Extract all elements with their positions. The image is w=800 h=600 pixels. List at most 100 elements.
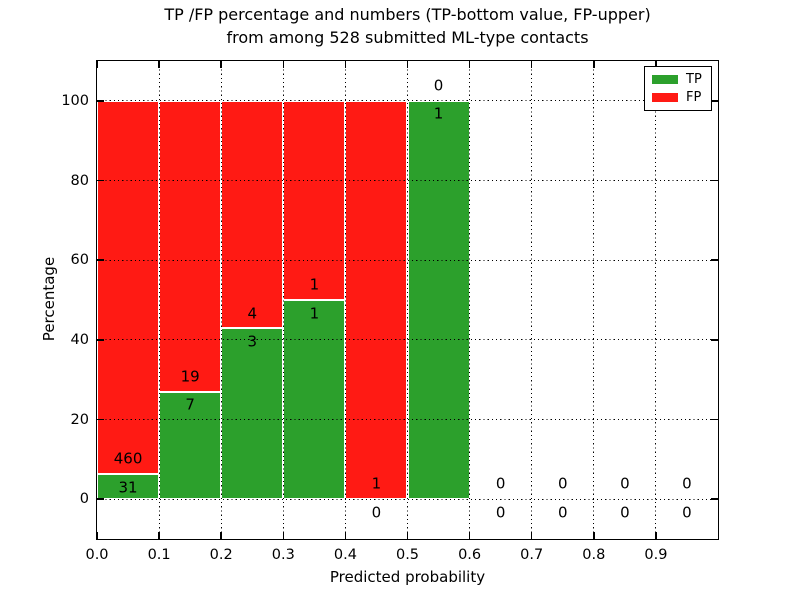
gridline-vertical [469, 61, 471, 539]
legend-label-tp: TP [686, 72, 702, 88]
fp-count-label: 0 [433, 76, 444, 95]
x-tick-mark [344, 61, 347, 68]
gridline-vertical [344, 61, 346, 539]
x-axis-label: Predicted probability [329, 568, 486, 586]
tp-count-label: 0 [371, 503, 382, 522]
x-tick-mark [468, 61, 471, 68]
x-tick-mark [220, 532, 222, 539]
y-tick-label: 80 [70, 172, 89, 189]
y-tick-mark [711, 100, 718, 102]
x-tick-mark [655, 61, 657, 68]
legend-swatch-fp-icon [652, 92, 678, 102]
y-tick-mark [97, 418, 104, 421]
y-tick-mark [711, 259, 718, 261]
tp-count-label: 0 [495, 503, 506, 522]
y-tick-mark [97, 498, 104, 500]
bar-segment-tp [159, 391, 222, 500]
y-tick-mark [97, 259, 104, 261]
fp-count-label: 0 [620, 474, 630, 493]
bar-segment-tp [283, 300, 346, 500]
tp-count-label: 0 [557, 503, 568, 522]
x-tick-mark [158, 532, 160, 539]
bar-segment-tp [407, 100, 470, 500]
chart-title-line1: TP /FP percentage and numbers (TP-bottom… [164, 5, 651, 24]
x-tick-label: 0.4 [333, 547, 357, 563]
bar-segment-fp [97, 100, 160, 474]
bar-segment-tp [97, 474, 160, 500]
fp-count-label: 4 [247, 304, 258, 323]
legend-item-tp: TP [652, 73, 704, 86]
gridline-vertical [593, 61, 595, 539]
fp-count-label: 460 [113, 449, 143, 468]
x-tick-mark [220, 61, 222, 68]
x-tick-label: 0.0 [85, 547, 109, 563]
x-tick-label: 0.6 [458, 547, 482, 563]
tp-count-label: 1 [433, 104, 444, 123]
y-tick-mark [97, 100, 104, 102]
fp-count-label: 1 [371, 474, 382, 493]
x-tick-mark [96, 532, 98, 539]
x-tick-mark [406, 532, 409, 539]
y-tick-mark [711, 179, 718, 182]
bar-segment-fp [345, 100, 408, 500]
y-tick-label: 20 [70, 411, 89, 428]
bar-segment-tp [221, 328, 284, 500]
x-tick-label: 0.2 [209, 547, 233, 563]
x-tick-mark [655, 532, 657, 539]
gridline-vertical [282, 61, 284, 539]
fp-count-label: 1 [309, 275, 320, 294]
x-tick-label: 0.9 [644, 547, 668, 563]
x-tick-label: 0.5 [395, 547, 420, 563]
chart-title-line2: from among 528 submitted ML-type contact… [226, 28, 589, 47]
x-tick-mark [282, 61, 285, 68]
legend: TP FP [644, 66, 712, 111]
tp-count-label: 7 [185, 395, 195, 414]
x-tick-mark [158, 61, 160, 68]
y-tick-mark [711, 339, 718, 341]
y-tick-label: 100 [61, 92, 89, 109]
x-tick-mark [344, 532, 347, 539]
y-tick-label: 0 [79, 491, 89, 508]
y-tick-label: 40 [70, 331, 89, 348]
y-tick-mark [97, 179, 104, 182]
tp-count-label: 31 [118, 478, 138, 497]
x-tick-mark [406, 61, 409, 68]
gridline-vertical [531, 61, 533, 539]
x-tick-mark [468, 532, 471, 539]
gridline-vertical [158, 61, 160, 539]
bar-segment-fp [159, 100, 222, 392]
gridline-vertical [220, 61, 222, 539]
x-tick-mark [282, 532, 285, 539]
y-tick-mark [711, 498, 718, 500]
x-tick-mark [96, 61, 98, 68]
tp-count-label: 0 [620, 503, 630, 522]
chart-title: TP /FP percentage and numbers (TP-bottom… [97, 3, 718, 49]
gridline-vertical [407, 61, 408, 539]
fp-count-label: 0 [495, 474, 506, 493]
legend-swatch-tp-icon [652, 75, 678, 85]
y-axis-label: Percentage [40, 256, 58, 342]
tp-count-label: 1 [309, 304, 320, 323]
legend-label-fp: FP [686, 89, 702, 105]
plot-area: TP /FP percentage and numbers (TP-bottom… [40, 5, 719, 586]
x-tick-mark [530, 532, 533, 539]
x-tick-label: 0.7 [520, 547, 544, 563]
bar-segment-fp [283, 100, 346, 300]
x-tick-label: 0.8 [582, 547, 606, 563]
x-tick-label: 0.1 [147, 547, 171, 563]
legend-item-fp: FP [652, 91, 704, 104]
gridline-vertical [655, 61, 657, 539]
y-tick-mark [97, 339, 104, 341]
x-tick-mark [530, 61, 533, 68]
tp-count-label: 0 [682, 503, 692, 522]
tp-count-label: 3 [247, 332, 258, 351]
y-tick-label: 60 [70, 252, 89, 269]
y-tick-mark [711, 418, 718, 421]
x-tick-label: 0.3 [271, 547, 295, 563]
bar-segment-fp [221, 100, 284, 329]
fp-count-label: 0 [682, 474, 692, 493]
fp-count-label: 19 [180, 367, 200, 386]
x-tick-mark [593, 61, 595, 68]
fp-count-label: 0 [557, 474, 568, 493]
